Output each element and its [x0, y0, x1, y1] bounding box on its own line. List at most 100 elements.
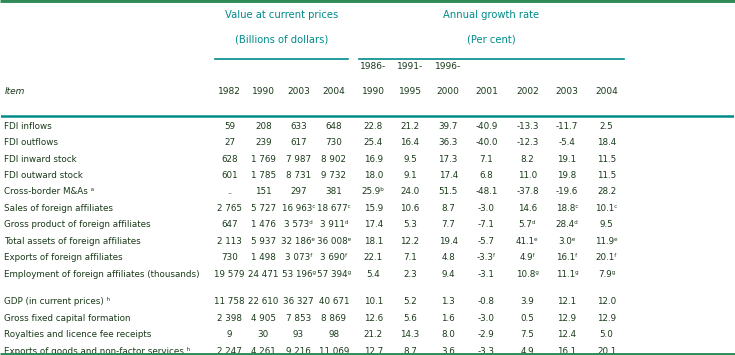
Text: 12.6: 12.6 — [364, 314, 383, 323]
Text: -3.1: -3.1 — [478, 270, 495, 279]
Text: 5.4: 5.4 — [367, 270, 380, 279]
Text: 11.5: 11.5 — [597, 171, 616, 180]
Text: 8 731: 8 731 — [286, 171, 311, 180]
Text: FDI inflows: FDI inflows — [4, 122, 52, 131]
Text: -3.3ᶠ: -3.3ᶠ — [476, 253, 496, 262]
Text: 5 727: 5 727 — [251, 204, 276, 213]
Text: 2 247: 2 247 — [217, 347, 242, 355]
Text: 24.0: 24.0 — [401, 187, 420, 196]
Text: 16.1: 16.1 — [557, 347, 576, 355]
Text: Royalties and licence fee receipts: Royalties and licence fee receipts — [4, 330, 151, 339]
Text: 9 216: 9 216 — [286, 347, 311, 355]
Text: 7.1: 7.1 — [404, 253, 417, 262]
Text: 30: 30 — [258, 330, 269, 339]
Text: Exports of goods and non-factor services ʰ: Exports of goods and non-factor services… — [4, 347, 190, 355]
Text: -2.9: -2.9 — [478, 330, 495, 339]
Text: 16.4: 16.4 — [401, 138, 420, 147]
Text: 9.4: 9.4 — [442, 270, 455, 279]
Text: -40.9: -40.9 — [475, 122, 498, 131]
Text: 12.4: 12.4 — [557, 330, 576, 339]
Text: 10.1: 10.1 — [364, 297, 383, 306]
Text: 5.0: 5.0 — [600, 330, 614, 339]
Text: 2 113: 2 113 — [217, 237, 242, 246]
Text: 601: 601 — [221, 171, 238, 180]
Text: 22 610: 22 610 — [248, 297, 279, 306]
Text: 98: 98 — [329, 330, 340, 339]
Text: (Per cent): (Per cent) — [467, 34, 516, 44]
Text: 2 765: 2 765 — [217, 204, 242, 213]
Text: 2 398: 2 398 — [217, 314, 242, 323]
Text: 12.9: 12.9 — [557, 314, 576, 323]
Text: 2002: 2002 — [516, 87, 539, 96]
Text: 2004: 2004 — [595, 87, 618, 96]
Text: 93: 93 — [293, 330, 304, 339]
Text: 7.5: 7.5 — [520, 330, 534, 339]
Text: 36 327: 36 327 — [283, 297, 314, 306]
Text: 1.6: 1.6 — [442, 314, 455, 323]
Text: 1982: 1982 — [218, 87, 241, 96]
Text: 24 471: 24 471 — [248, 270, 279, 279]
Text: 648: 648 — [326, 122, 342, 131]
Text: 730: 730 — [221, 253, 238, 262]
Text: -3.3: -3.3 — [478, 347, 495, 355]
Text: 22.8: 22.8 — [364, 122, 383, 131]
Text: 41.1ᵉ: 41.1ᵉ — [516, 237, 539, 246]
Text: FDI outflows: FDI outflows — [4, 138, 58, 147]
Text: 7.7: 7.7 — [441, 220, 455, 229]
Text: 17.4: 17.4 — [439, 171, 458, 180]
Text: 17.3: 17.3 — [439, 154, 458, 164]
Text: 19 579: 19 579 — [215, 270, 245, 279]
Text: 4 905: 4 905 — [251, 314, 276, 323]
Text: 4.8: 4.8 — [441, 253, 455, 262]
Text: 9.1: 9.1 — [404, 171, 417, 180]
Text: 12.7: 12.7 — [364, 347, 383, 355]
Text: 5.3: 5.3 — [403, 220, 417, 229]
Text: 25.4: 25.4 — [364, 138, 383, 147]
Text: 1991-: 1991- — [397, 62, 423, 71]
Text: 151: 151 — [255, 187, 272, 196]
Text: 16.1ᶠ: 16.1ᶠ — [556, 253, 578, 262]
Text: Cross-border M&As ᵃ: Cross-border M&As ᵃ — [4, 187, 95, 196]
Text: 11.1ᵍ: 11.1ᵍ — [556, 270, 578, 279]
Text: 10.1ᶜ: 10.1ᶜ — [595, 204, 618, 213]
Text: 14.6: 14.6 — [518, 204, 537, 213]
Text: -40.0: -40.0 — [475, 138, 498, 147]
Text: 9.5: 9.5 — [404, 154, 417, 164]
Text: 8.0: 8.0 — [441, 330, 455, 339]
Text: Employment of foreign affiliates (thousands): Employment of foreign affiliates (thousa… — [4, 270, 200, 279]
Text: 16 963ᶜ: 16 963ᶜ — [282, 204, 315, 213]
Text: Value at current prices: Value at current prices — [225, 10, 338, 21]
Text: 3.6: 3.6 — [441, 347, 455, 355]
Text: 1 785: 1 785 — [251, 171, 276, 180]
Text: 2000: 2000 — [437, 87, 459, 96]
Text: 27: 27 — [224, 138, 235, 147]
Text: -37.8: -37.8 — [516, 187, 539, 196]
Text: 1 769: 1 769 — [251, 154, 276, 164]
Text: 2.5: 2.5 — [600, 122, 614, 131]
Text: 5.7ᵈ: 5.7ᵈ — [519, 220, 536, 229]
Text: 57 394ᵍ: 57 394ᵍ — [317, 270, 351, 279]
Text: 3.0ᵉ: 3.0ᵉ — [559, 237, 576, 246]
Text: 11.0: 11.0 — [517, 171, 537, 180]
Text: 8.7: 8.7 — [441, 204, 455, 213]
Text: 0.5: 0.5 — [520, 314, 534, 323]
Text: 4.9ᶠ: 4.9ᶠ — [520, 253, 536, 262]
Text: 18.8ᶜ: 18.8ᶜ — [556, 204, 578, 213]
Text: 18.1: 18.1 — [364, 237, 383, 246]
Text: Gross product of foreign affiliates: Gross product of foreign affiliates — [4, 220, 151, 229]
Text: 11.9ᵉ: 11.9ᵉ — [595, 237, 618, 246]
Text: 7.1: 7.1 — [479, 154, 493, 164]
Text: -5.4: -5.4 — [559, 138, 576, 147]
Text: 647: 647 — [221, 220, 238, 229]
Text: 12.9: 12.9 — [597, 314, 616, 323]
Text: -48.1: -48.1 — [475, 187, 498, 196]
Text: 5.2: 5.2 — [404, 297, 417, 306]
Text: 59: 59 — [224, 122, 235, 131]
Text: 39.7: 39.7 — [439, 122, 458, 131]
Text: GDP (in current prices) ʰ: GDP (in current prices) ʰ — [4, 297, 110, 306]
Text: 8.2: 8.2 — [520, 154, 534, 164]
Text: ..: .. — [227, 187, 232, 196]
Text: 40 671: 40 671 — [318, 297, 349, 306]
Text: 19.8: 19.8 — [557, 171, 577, 180]
Text: 12.2: 12.2 — [401, 237, 420, 246]
